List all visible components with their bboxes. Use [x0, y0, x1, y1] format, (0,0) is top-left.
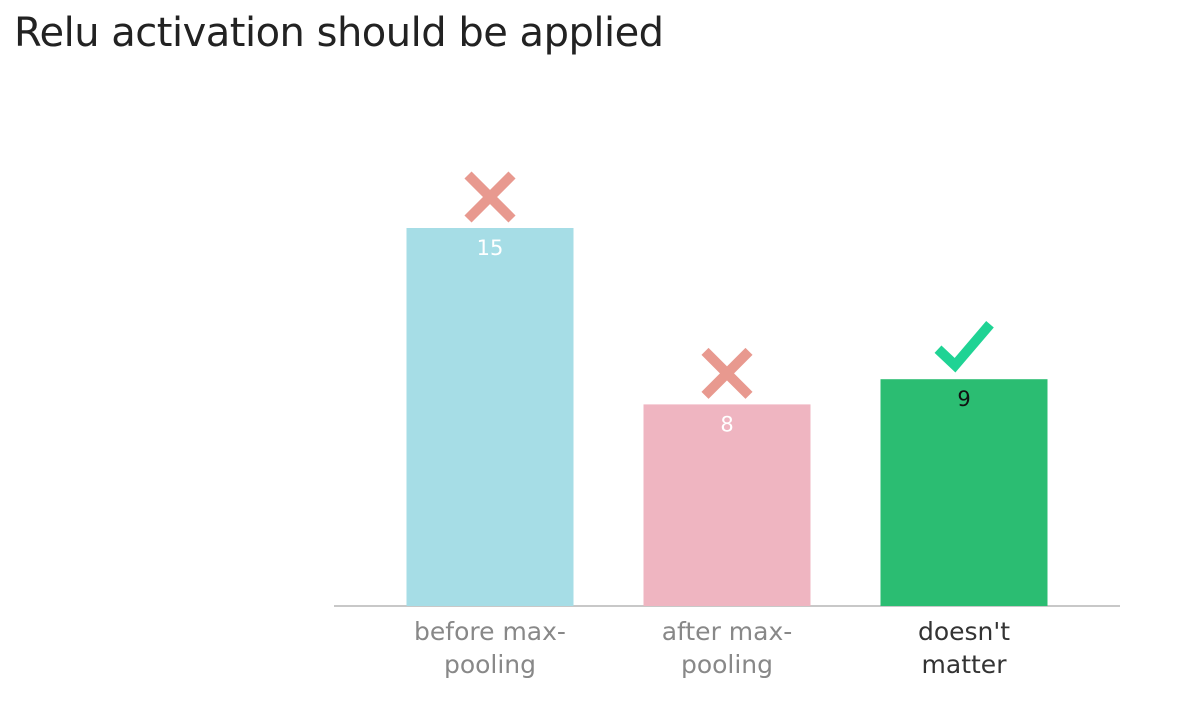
tick-label-doesn-t-matter: doesn't matter — [918, 617, 1010, 679]
tick-label-before-max-pooling: before max-pooling — [414, 617, 566, 679]
bar-before-max-pooling — [406, 228, 574, 606]
cross-icon — [464, 171, 516, 223]
value-label-before-max-pooling: 15 — [477, 236, 504, 260]
bars-group: 15 before max-pooling 8 after max-pooling 9 d… — [406, 171, 1048, 679]
bar-after-max-pooling — [643, 404, 811, 606]
value-label-after-max-pooling: 8 — [720, 412, 733, 436]
cross-icon — [701, 347, 753, 399]
tick-label-after-max-pooling: after max-pooling — [662, 617, 793, 679]
check-icon — [934, 320, 994, 373]
value-label-doesn-t-matter: 9 — [957, 387, 970, 411]
chart-title: Relu activation should be applied — [14, 10, 664, 56]
bar-doesn-t-matter — [880, 379, 1048, 606]
